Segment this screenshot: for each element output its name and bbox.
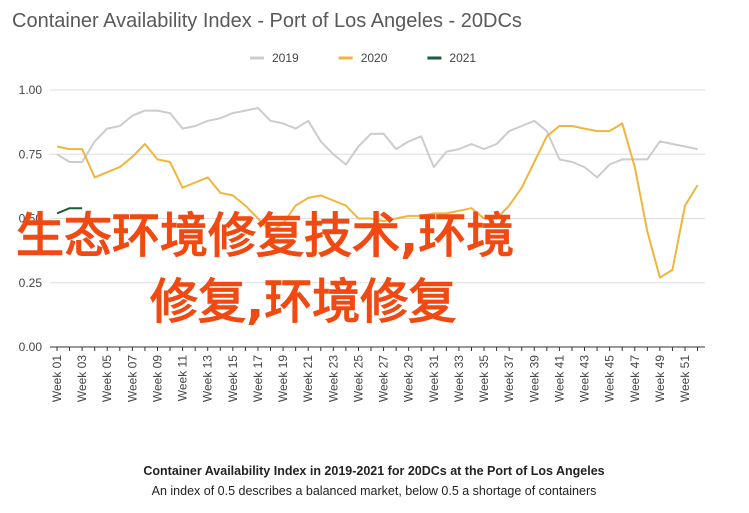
legend-label: 2020 xyxy=(361,51,388,65)
x-tick-label: Week 15 xyxy=(226,355,240,402)
legend-label: 2019 xyxy=(272,51,299,65)
x-tick-label: Week 17 xyxy=(251,355,265,402)
x-tick-label: Week 51 xyxy=(678,355,692,402)
x-tick-label: Week 31 xyxy=(427,355,441,402)
x-tick-label: Week 11 xyxy=(176,355,190,402)
x-tick-label: Week 07 xyxy=(125,355,139,402)
x-tick-label: Week 09 xyxy=(150,355,164,402)
x-tick-label: Week 35 xyxy=(477,355,491,402)
legend-label: 2021 xyxy=(449,51,476,65)
chart-title: Container Availability Index - Port of L… xyxy=(12,10,522,32)
x-tick-label: Week 21 xyxy=(301,355,315,402)
x-tick-label: Week 25 xyxy=(351,355,365,402)
x-tick-label: Week 43 xyxy=(578,355,592,402)
y-tick-label: 1.00 xyxy=(19,83,43,97)
y-tick-label: 0.00 xyxy=(19,340,43,354)
x-tick-label: Week 41 xyxy=(552,355,566,402)
x-tick-label: Week 19 xyxy=(276,355,290,402)
x-tick-label: Week 13 xyxy=(201,355,215,402)
y-tick-label: 0.75 xyxy=(19,147,43,161)
x-tick-label: Week 47 xyxy=(628,355,642,402)
x-tick-label: Week 03 xyxy=(75,355,89,402)
x-tick-label: Week 33 xyxy=(452,355,466,402)
x-tick-label: Week 29 xyxy=(402,355,416,402)
subcaption: An index of 0.5 describes a balanced mar… xyxy=(152,484,597,498)
overlay-text: 修复,环境修复 xyxy=(150,274,456,330)
series-line xyxy=(56,207,83,215)
caption: Container Availability Index in 2019-202… xyxy=(143,464,604,478)
x-tick-label: Week 37 xyxy=(502,355,516,402)
x-tick-label: Week 39 xyxy=(527,355,541,402)
series-line xyxy=(56,122,699,279)
x-tick-label: Week 05 xyxy=(100,355,114,402)
x-tick-label: Week 01 xyxy=(50,355,64,402)
y-tick-label: 0.50 xyxy=(19,212,43,226)
x-tick-label: Week 27 xyxy=(377,355,391,402)
y-tick-label: 0.25 xyxy=(19,276,43,290)
x-tick-label: Week 23 xyxy=(326,355,340,402)
overlay-text: 生态环境修复技术,环境 xyxy=(16,208,514,264)
x-tick-label: Week 45 xyxy=(603,355,617,402)
series-line xyxy=(56,107,698,179)
x-tick-label: Week 49 xyxy=(653,355,667,402)
